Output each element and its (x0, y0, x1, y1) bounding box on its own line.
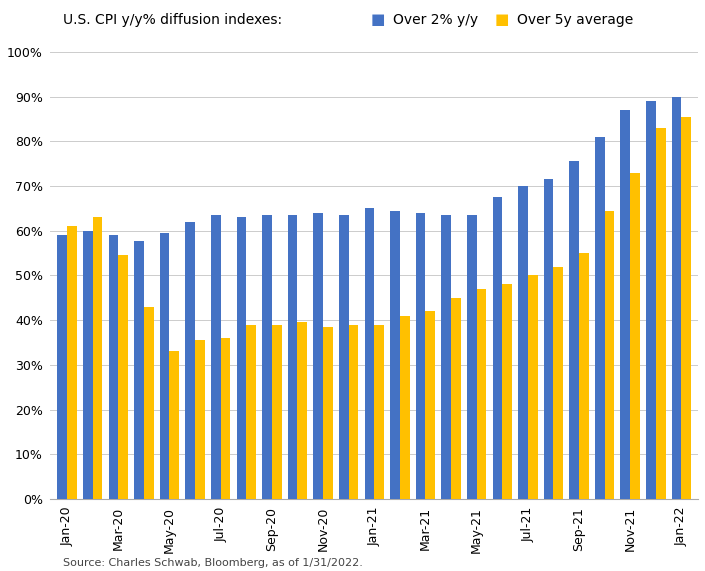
Bar (83, 231, 92, 499)
Bar (570, 162, 579, 499)
Bar (620, 110, 630, 499)
Bar (298, 323, 307, 499)
Bar (646, 101, 656, 499)
Bar (656, 128, 666, 499)
Bar (416, 213, 425, 499)
Bar (390, 211, 400, 499)
Bar (544, 179, 553, 499)
Bar (339, 215, 349, 499)
Bar (57, 235, 67, 499)
Bar (364, 208, 374, 499)
Bar (272, 325, 281, 499)
Text: Over 5y average: Over 5y average (517, 13, 634, 27)
Bar (169, 352, 179, 499)
Bar (400, 316, 410, 499)
Bar (425, 311, 435, 499)
Bar (221, 338, 231, 499)
Bar (109, 235, 118, 499)
Bar (92, 218, 102, 499)
Bar (374, 325, 384, 499)
Bar (467, 215, 477, 499)
Bar (211, 215, 221, 499)
Bar (246, 325, 256, 499)
Bar (451, 298, 461, 499)
Bar (477, 289, 486, 499)
Bar (502, 284, 512, 499)
Bar (528, 275, 538, 499)
Bar (323, 327, 333, 499)
Bar (682, 116, 691, 499)
Bar (118, 255, 128, 499)
Bar (630, 172, 640, 499)
Bar (553, 267, 563, 499)
Bar (595, 137, 605, 499)
Bar (605, 211, 614, 499)
Bar (67, 226, 77, 499)
Bar (144, 307, 154, 499)
Bar (288, 215, 298, 499)
Text: ■: ■ (495, 13, 509, 27)
Bar (134, 240, 144, 499)
Bar (579, 253, 589, 499)
Bar (493, 197, 502, 499)
Bar (672, 96, 682, 499)
Text: Source: Charles Schwab, Bloomberg, as of 1/31/2022.: Source: Charles Schwab, Bloomberg, as of… (63, 558, 363, 568)
Bar (441, 215, 451, 499)
Bar (313, 213, 323, 499)
Bar (185, 222, 195, 499)
Bar (237, 218, 246, 499)
Bar (195, 340, 205, 499)
Bar (349, 325, 358, 499)
Bar (262, 215, 272, 499)
Bar (160, 233, 169, 499)
Bar (518, 186, 528, 499)
Text: U.S. CPI y/y% diffusion indexes:: U.S. CPI y/y% diffusion indexes: (63, 13, 287, 27)
Text: ■: ■ (370, 13, 384, 27)
Text: Over 2% y/y: Over 2% y/y (393, 13, 478, 27)
